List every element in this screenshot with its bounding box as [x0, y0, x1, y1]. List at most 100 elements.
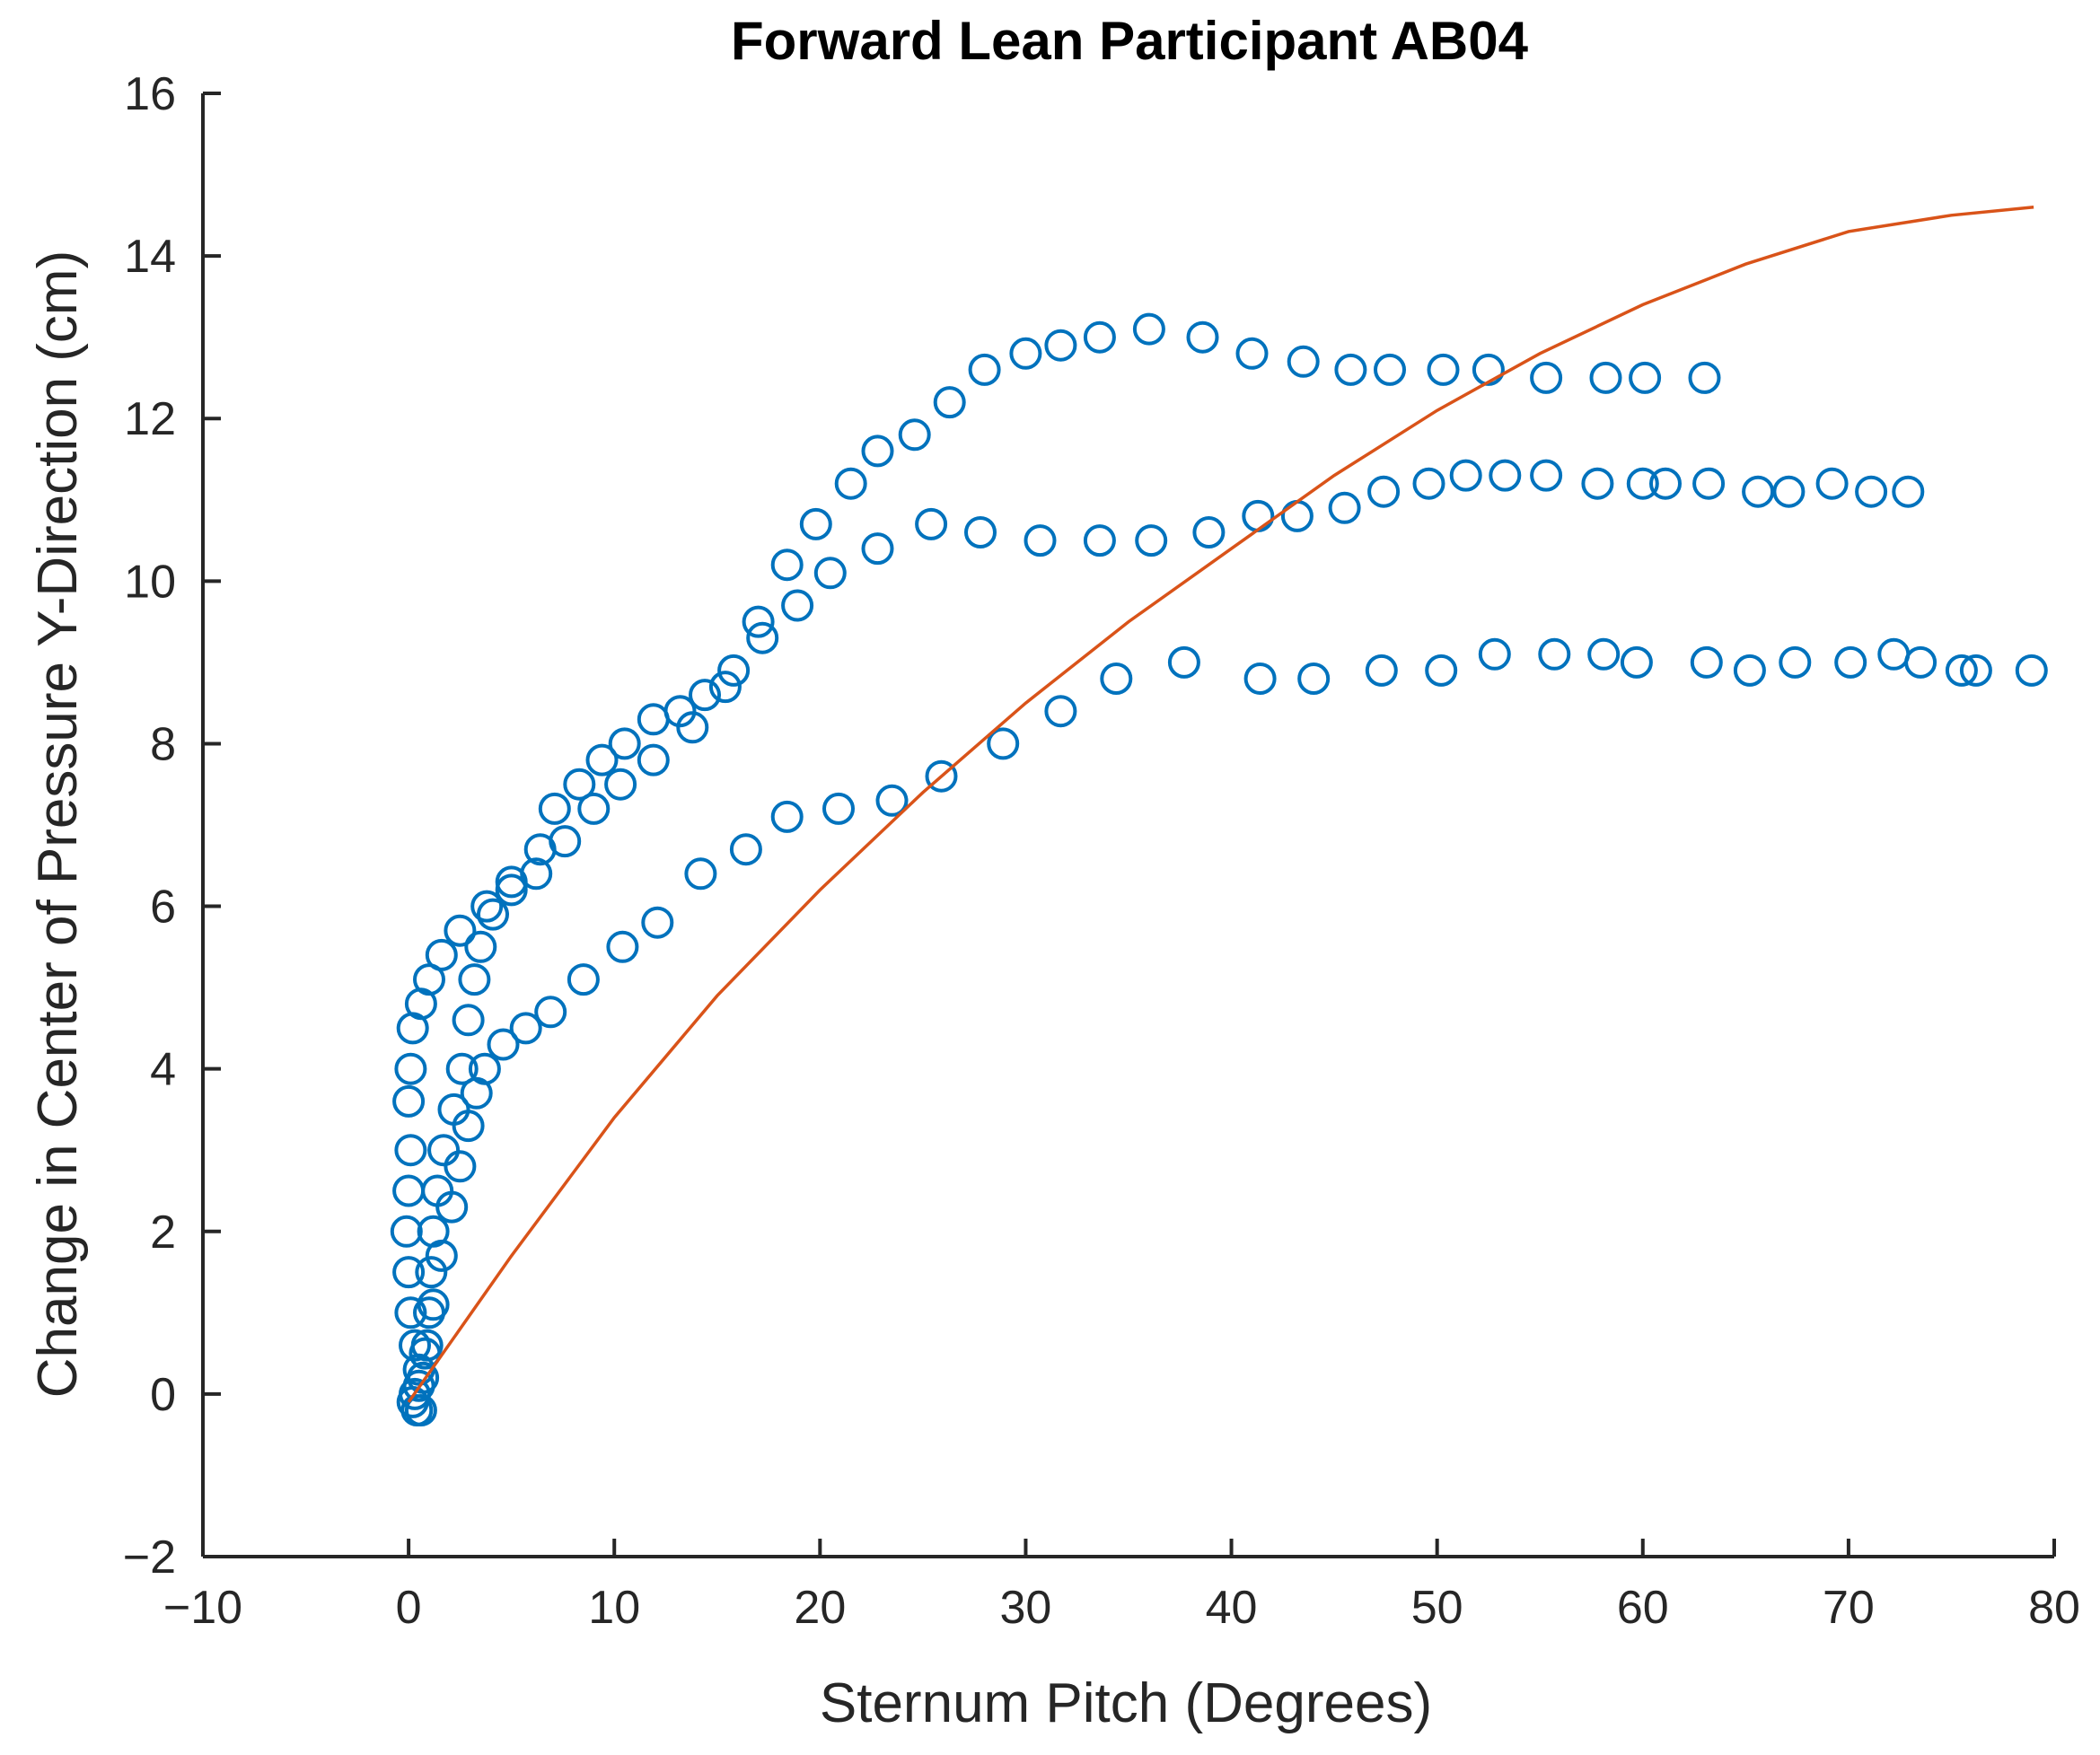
data-point	[435, 1190, 469, 1224]
data-point	[1772, 475, 1806, 508]
data-point	[1530, 459, 1563, 492]
data-point	[1100, 663, 1133, 695]
data-point	[1692, 467, 1726, 500]
data-point	[1959, 654, 1992, 687]
data-point	[1855, 475, 1888, 508]
data-point	[577, 792, 611, 825]
data-point	[608, 727, 641, 760]
data-point	[604, 768, 637, 801]
data-point	[563, 768, 596, 801]
data-point	[1626, 467, 1659, 500]
data-point	[1815, 467, 1849, 500]
data-point	[717, 654, 751, 687]
data-point	[1733, 654, 1766, 687]
data-point	[477, 898, 509, 931]
data-point	[1374, 353, 1406, 386]
data-point	[637, 703, 670, 736]
fit-line	[407, 206, 2034, 1403]
y-tick-label: 2	[150, 1207, 176, 1259]
data-point	[464, 930, 497, 963]
data-point	[933, 386, 966, 419]
data-point	[1742, 475, 1775, 508]
x-axis-label: Sternum Pitch (Degrees)	[820, 1672, 1432, 1734]
data-point	[663, 695, 697, 728]
data-point	[487, 1028, 520, 1061]
data-point	[1649, 467, 1682, 500]
data-point	[404, 1394, 437, 1426]
series-2	[404, 459, 1925, 1426]
data-point	[708, 671, 742, 704]
data-point	[1877, 637, 1911, 671]
y-tick-label: −2	[123, 1531, 176, 1584]
x-tick-label: 10	[588, 1582, 640, 1634]
data-point	[987, 727, 1020, 760]
data-point	[834, 467, 867, 500]
data-point	[729, 833, 762, 866]
y-tick-label: 10	[124, 556, 176, 608]
data-point	[770, 800, 804, 833]
data-point	[915, 507, 948, 540]
data-point	[742, 605, 775, 638]
data-point	[444, 914, 477, 947]
data-point	[1135, 524, 1168, 557]
data-point	[822, 792, 855, 825]
data-point	[468, 1052, 501, 1085]
data-point	[1489, 459, 1522, 492]
data-point	[770, 548, 804, 582]
x-tick-label: 30	[1000, 1582, 1052, 1634]
data-point	[2015, 654, 2048, 687]
data-point	[684, 857, 717, 891]
data-point	[394, 1134, 427, 1167]
data-point	[1620, 645, 1653, 679]
data-point	[637, 743, 670, 777]
data-point	[1892, 475, 1925, 508]
data-point	[1365, 654, 1398, 687]
data-point	[409, 1337, 442, 1370]
y-tick-label: 14	[124, 231, 176, 283]
x-tick-label: 40	[1206, 1582, 1258, 1634]
y-ticks: −2 0 2 4 6 8 10 12 14 16	[123, 68, 221, 1584]
data-point	[1328, 491, 1361, 524]
data-point	[746, 621, 779, 654]
data-point	[1449, 459, 1482, 492]
data-point	[452, 1110, 485, 1143]
data-point	[1243, 663, 1277, 695]
data-point	[1280, 499, 1314, 532]
chart-title: Forward Lean Participant AB04	[731, 11, 1529, 71]
x-tick-label: −10	[163, 1582, 242, 1634]
data-point	[390, 1215, 423, 1248]
data-point	[781, 589, 814, 622]
data-point	[1235, 337, 1269, 370]
data-point	[509, 1012, 542, 1045]
y-tick-label: 12	[124, 393, 176, 445]
data-point	[1009, 337, 1042, 370]
data-point	[1629, 361, 1662, 394]
data-point	[861, 532, 894, 566]
data-point	[1287, 345, 1320, 378]
data-point	[1192, 516, 1226, 548]
data-point	[1688, 361, 1721, 394]
x-tick-label: 20	[794, 1582, 846, 1634]
data-point	[606, 930, 639, 963]
data-point	[1044, 329, 1077, 362]
data-point	[538, 792, 571, 825]
data-point	[1589, 361, 1622, 394]
data-point	[445, 1052, 479, 1085]
data-point	[549, 825, 582, 858]
data-point	[1690, 645, 1723, 679]
data-point	[1581, 467, 1614, 500]
data-point	[452, 1004, 485, 1037]
y-tick-label: 0	[150, 1369, 176, 1421]
data-point	[495, 873, 528, 907]
data-point	[1904, 645, 1937, 679]
data-point	[1334, 353, 1367, 386]
y-axis-label: Change in Center of Pressure Y-Direction…	[27, 250, 89, 1398]
y-tick-label: 6	[150, 882, 176, 934]
x-tick-label: 80	[2028, 1582, 2080, 1634]
data-point	[394, 1296, 427, 1329]
series-layer	[390, 206, 2048, 1426]
data-point	[689, 679, 721, 712]
data-point	[1083, 320, 1116, 354]
data-point	[1472, 353, 1505, 386]
